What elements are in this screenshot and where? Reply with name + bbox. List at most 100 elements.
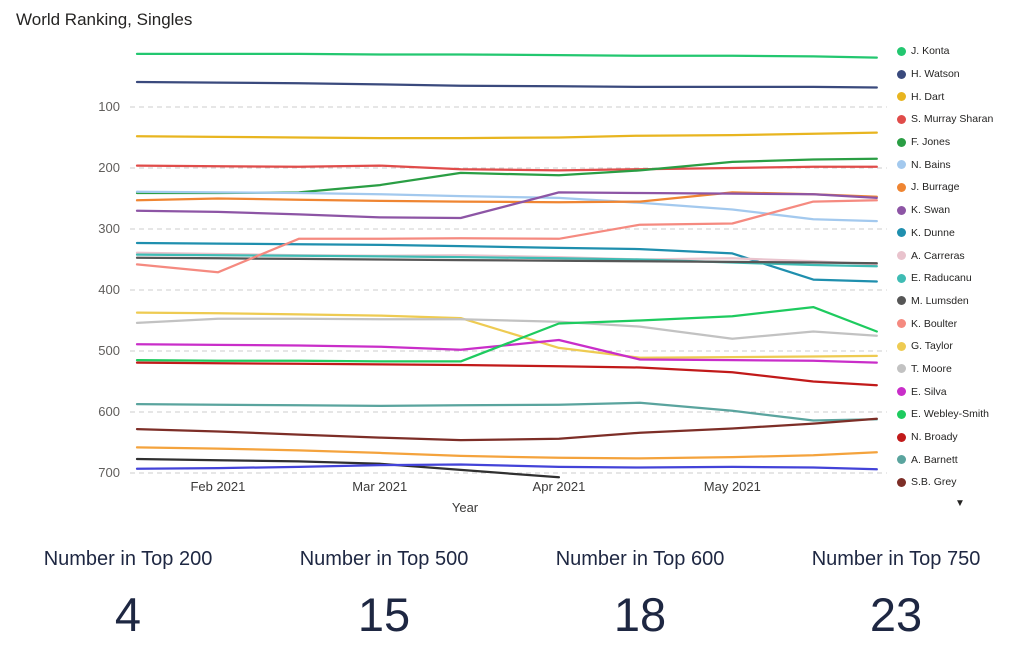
series-line-s-murray-sharan[interactable]	[135, 164, 878, 172]
series-line-h-watson[interactable]	[135, 80, 878, 89]
series-line-unlabeled-21[interactable]	[135, 457, 561, 479]
legend-item-e-silva[interactable]: E. Silva	[897, 380, 1022, 403]
legend-item-j-burrage[interactable]: J. Burrage	[897, 176, 1022, 199]
legend-item-k-swan[interactable]: K. Swan	[897, 199, 1022, 222]
legend-scroll-down-icon[interactable]: ▼	[955, 498, 965, 509]
legend-label: T. Moore	[911, 362, 952, 375]
legend-label: S. Murray Sharan	[911, 113, 994, 126]
x-tick-may-2021: May 2021	[704, 479, 761, 494]
legend-label: A. Carreras	[911, 249, 965, 262]
y-tick-500: 500	[98, 343, 120, 358]
legend-item-a-carreras[interactable]: A. Carreras	[897, 244, 1022, 267]
series-line-unlabeled-22[interactable]	[135, 463, 878, 471]
legend-item-k-boulter[interactable]: K. Boulter	[897, 312, 1022, 335]
series-line-k-dunne[interactable]	[135, 241, 878, 283]
legend-label: A. Barnett	[911, 453, 958, 466]
legend-item-n-broady[interactable]: N. Broady	[897, 426, 1022, 449]
legend-item-s-b-grey[interactable]: S.B. Grey	[897, 471, 1022, 494]
series-line-n-broady[interactable]	[135, 361, 878, 387]
legend-color-dot	[897, 477, 906, 487]
legend-label: J. Konta	[911, 45, 950, 58]
kpi-value: 23	[869, 588, 923, 641]
legend-item-a-barnett[interactable]: A. Barnett	[897, 448, 1022, 471]
legend-item-k-dunne[interactable]: K. Dunne	[897, 222, 1022, 245]
legend-label: E. Webley-Smith	[911, 408, 989, 421]
series-line-h-dart[interactable]	[135, 131, 878, 140]
legend-item-j-konta[interactable]: J. Konta	[897, 40, 1022, 63]
legend-color-dot	[897, 455, 906, 465]
legend-label: S.B. Grey	[911, 476, 957, 489]
legend-label: M. Lumsden	[911, 294, 969, 307]
legend-label: E. Raducanu	[911, 272, 972, 285]
kpi-value: 18	[613, 588, 667, 641]
series-line-g-taylor[interactable]	[135, 311, 878, 359]
series-line-e-silva[interactable]	[135, 338, 878, 364]
x-tick-mar-2021: Mar 2021	[352, 479, 407, 494]
series-line-e-webley-smith[interactable]	[135, 305, 878, 363]
kpi-row: Number in Top 200 4 Number in Top 500 15…	[0, 548, 1024, 642]
legend-label: G. Taylor	[911, 340, 953, 353]
legend-color-dot	[897, 296, 906, 306]
legend-label: H. Watson	[911, 68, 960, 81]
kpi-card-top-500: Number in Top 500 15	[256, 548, 512, 642]
kpi-card-top-750: Number in Top 750 23	[768, 548, 1024, 642]
y-tick-700: 700	[98, 465, 120, 480]
y-tick-200: 200	[98, 160, 120, 175]
kpi-value: 4	[114, 588, 142, 641]
legend-item-t-moore[interactable]: T. Moore	[897, 358, 1022, 381]
legend-color-dot	[897, 160, 906, 170]
series-line-f-jones[interactable]	[135, 157, 878, 195]
legend-color-dot	[897, 251, 906, 261]
legend-color-dot	[897, 228, 906, 238]
series-line-m-lumsden[interactable]	[135, 256, 878, 265]
legend-item-s-murray-sharan[interactable]: S. Murray Sharan	[897, 108, 1022, 131]
legend-item-g-taylor[interactable]: G. Taylor	[897, 335, 1022, 358]
y-tick-100: 100	[98, 99, 120, 114]
x-axis-title: Year	[452, 500, 479, 515]
y-tick-300: 300	[98, 221, 120, 236]
legend-label: H. Dart	[911, 90, 945, 103]
legend-color-dot	[897, 114, 906, 124]
series-line-s-b-grey[interactable]	[135, 417, 878, 442]
legend-color-dot	[897, 273, 906, 283]
series-line-j-konta[interactable]	[135, 52, 878, 59]
legend-label: N. Bains	[911, 158, 951, 171]
legend-item-h-watson[interactable]: H. Watson	[897, 63, 1022, 86]
legend-color-dot	[897, 137, 906, 147]
legend-label: K. Boulter	[911, 317, 958, 330]
series-line-n-bains[interactable]	[135, 190, 878, 223]
series-line-k-swan[interactable]	[135, 191, 878, 220]
ranking-line-chart[interactable]: 100 200 300 400 500 600 700 Feb 2021 Mar 2021 Apr…	[0, 0, 1024, 530]
legend-color-dot	[897, 92, 906, 102]
legend-item-e-raducanu[interactable]: E. Raducanu	[897, 267, 1022, 290]
legend-color-dot	[897, 205, 906, 215]
kpi-card-top-600: Number in Top 600 18	[512, 548, 768, 642]
legend-color-dot	[897, 69, 906, 79]
chart-legend: J. Konta H. Watson H. Dart S. Murray Sha…	[897, 40, 1022, 494]
x-tick-apr-2021: Apr 2021	[533, 479, 586, 494]
legend-color-dot	[897, 387, 906, 397]
legend-color-dot	[897, 182, 906, 192]
legend-item-h-dart[interactable]: H. Dart	[897, 85, 1022, 108]
legend-label: K. Dunne	[911, 226, 955, 239]
kpi-label: Number in Top 200	[43, 548, 213, 570]
legend-label: J. Burrage	[911, 181, 960, 194]
legend-item-n-bains[interactable]: N. Bains	[897, 153, 1022, 176]
legend-label: K. Swan	[911, 204, 951, 217]
y-tick-400: 400	[98, 282, 120, 297]
kpi-label: Number in Top 500	[299, 548, 469, 570]
kpi-value: 15	[357, 588, 411, 641]
legend-label: N. Broady	[911, 431, 958, 444]
legend-label: F. Jones	[911, 136, 951, 149]
kpi-label: Number in Top 750	[811, 548, 981, 570]
legend-item-e-webley-smith[interactable]: E. Webley-Smith	[897, 403, 1022, 426]
legend-item-m-lumsden[interactable]: M. Lumsden	[897, 290, 1022, 313]
y-tick-600: 600	[98, 404, 120, 419]
series-line-a-barnett[interactable]	[135, 401, 878, 422]
series-line-t-moore[interactable]	[135, 317, 878, 340]
series-line-unlabeled-20[interactable]	[135, 446, 878, 460]
legend-item-f-jones[interactable]: F. Jones	[897, 131, 1022, 154]
series-line-k-boulter[interactable]	[135, 199, 878, 274]
legend-label: E. Silva	[911, 385, 947, 398]
